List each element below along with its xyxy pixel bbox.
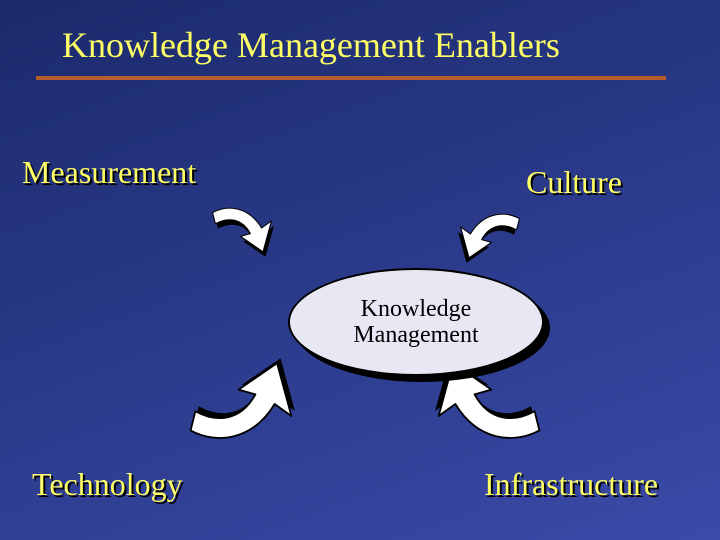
label-measurement-text: Measurement [22,154,196,190]
slide-title: Knowledge Management Enablers [62,24,560,66]
center-node-line2: Management [353,322,478,348]
center-node: Knowledge Management [288,268,544,376]
label-culture: Culture Culture [526,164,622,201]
center-node-oval: Knowledge Management [288,268,544,376]
label-infrastructure-text: Infrastructure [484,466,658,502]
label-culture-text: Culture [526,164,622,200]
slide: Knowledge Management Enablers Measuremen… [0,0,720,540]
arrow-top-right [420,206,560,276]
label-technology-text: Technology [32,466,183,502]
arrow-top-left [172,200,312,270]
label-technology: Technology Technology [32,466,183,503]
center-node-line1: Knowledge [361,296,472,322]
label-infrastructure: Infrastructure Infrastructure [484,466,658,503]
title-underline [36,76,666,80]
slide-title-text: Knowledge Management Enablers [62,25,560,65]
label-measurement: Measurement Measurement [22,154,196,191]
